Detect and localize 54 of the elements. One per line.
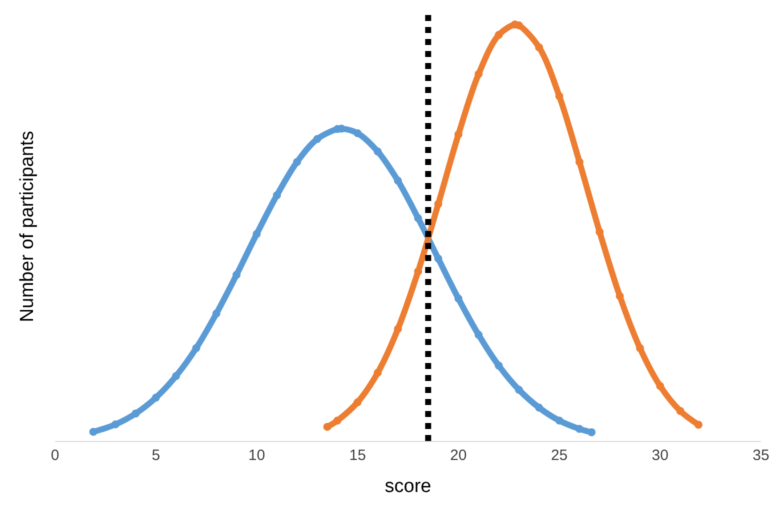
point <box>374 368 382 377</box>
point <box>414 214 422 222</box>
point <box>454 294 462 303</box>
x-tick-label: 35 <box>752 447 770 464</box>
point <box>575 424 584 433</box>
point <box>454 130 462 138</box>
x-tick-label: 30 <box>652 447 668 464</box>
point <box>676 407 684 416</box>
point <box>535 43 544 52</box>
point <box>252 230 261 238</box>
y-axis-title: Number of participants <box>16 130 38 322</box>
point <box>535 404 544 412</box>
point <box>616 292 624 300</box>
point <box>434 200 442 208</box>
point <box>89 428 98 436</box>
point <box>152 394 160 402</box>
point <box>474 330 483 339</box>
point <box>494 30 503 39</box>
x-tick-label: 0 <box>50 447 60 464</box>
point <box>192 344 200 352</box>
point <box>636 344 644 352</box>
point <box>212 310 220 318</box>
point <box>232 270 241 279</box>
point <box>394 324 402 333</box>
point <box>596 228 604 236</box>
x-tick-label: 10 <box>248 447 266 464</box>
point <box>555 92 564 100</box>
point <box>575 158 584 166</box>
point <box>656 382 664 390</box>
point <box>323 422 332 431</box>
x-axis-title: score <box>384 476 432 497</box>
point <box>374 148 382 156</box>
point <box>333 416 342 425</box>
point <box>313 135 322 144</box>
x-tick-label: 25 <box>550 447 568 464</box>
point <box>172 372 180 380</box>
x-tick-label: 5 <box>152 447 160 464</box>
point <box>494 362 503 370</box>
x-tick-label: 20 <box>450 447 467 464</box>
point <box>272 191 281 200</box>
point <box>354 398 362 406</box>
point <box>394 176 402 185</box>
point <box>588 428 596 436</box>
point <box>414 267 422 276</box>
point <box>293 158 302 166</box>
point <box>514 386 523 394</box>
point <box>132 410 140 418</box>
point <box>474 70 483 78</box>
point <box>354 129 362 138</box>
x-tick-label: 15 <box>349 447 366 464</box>
point <box>112 420 120 428</box>
point <box>694 420 702 429</box>
point <box>434 254 442 263</box>
point <box>555 416 564 425</box>
